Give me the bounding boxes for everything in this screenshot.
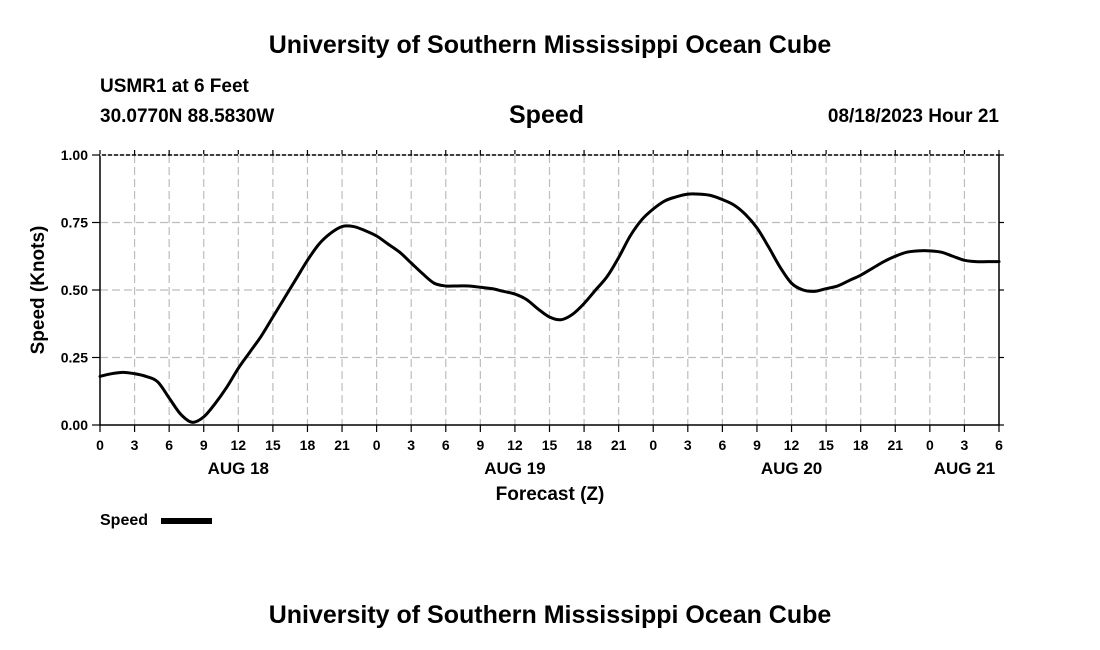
x-tick-label: 18 xyxy=(853,437,869,453)
x-tick-label: 3 xyxy=(684,437,692,453)
y-tick-label: 1.00 xyxy=(61,147,88,163)
axis-layer: 0 3 6 9 12 15 18 21 0 3 6 9 12 15 18 21 0 3 6 9 12 15 18 21 0 3 6 0… xyxy=(61,147,1004,478)
x-tick-label: 21 xyxy=(334,437,350,453)
x-tick-label: 6 xyxy=(165,437,173,453)
x-tick-label: 21 xyxy=(611,437,627,453)
x-tick-label: 3 xyxy=(407,437,415,453)
x-tick-label: 0 xyxy=(373,437,381,453)
x-tick-label: 6 xyxy=(442,437,450,453)
x-tick-label: 9 xyxy=(476,437,484,453)
y-tick-label: 0.00 xyxy=(61,417,88,433)
grid-layer xyxy=(100,155,999,425)
station-coordinates: 30.0770N 88.5830W xyxy=(100,106,275,127)
x-tick-label: 15 xyxy=(265,437,281,453)
x-tick-label: 18 xyxy=(576,437,592,453)
x-tick-label: 0 xyxy=(649,437,657,453)
x-tick-label: 9 xyxy=(753,437,761,453)
y-tick-label: 0.75 xyxy=(61,215,88,231)
speed-series-line xyxy=(98,192,1001,424)
x-tick-label: 9 xyxy=(200,437,208,453)
station-label: USMR1 at 6 Feet xyxy=(100,76,249,97)
forecast-datetime: 08/18/2023 Hour 21 xyxy=(827,106,999,127)
x-tick-label: 12 xyxy=(507,437,523,453)
date-label: AUG 18 xyxy=(208,459,269,478)
chart-main-title: University of Southern Mississippi Ocean… xyxy=(268,31,832,59)
x-tick-label: 15 xyxy=(818,437,834,453)
x-tick-label: 0 xyxy=(926,437,934,453)
x-tick-label: 0 xyxy=(96,437,104,453)
x-tick-label: 3 xyxy=(961,437,969,453)
x-tick-label: 18 xyxy=(300,437,316,453)
x-tick-label: 12 xyxy=(231,437,247,453)
x-tick-label: 6 xyxy=(718,437,726,453)
x-tick-label: 15 xyxy=(542,437,558,453)
legend-label: Speed xyxy=(100,512,148,529)
date-label: AUG 20 xyxy=(761,459,822,478)
x-tick-label: 6 xyxy=(995,437,1003,453)
plot-title: Speed xyxy=(509,101,585,129)
x-tick-label: 12 xyxy=(784,437,800,453)
footer-title: University of Southern Mississippi Ocean… xyxy=(268,601,832,629)
y-axis-label: Speed (Knots) xyxy=(28,226,49,355)
date-label: AUG 21 xyxy=(934,459,995,478)
y-tick-label: 0.50 xyxy=(61,282,88,298)
y-tick-label: 0.25 xyxy=(61,350,88,366)
x-axis-label: Forecast (Z) xyxy=(496,484,605,505)
date-label: AUG 19 xyxy=(484,459,545,478)
x-tick-label: 3 xyxy=(131,437,139,453)
x-tick-label: 21 xyxy=(887,437,903,453)
